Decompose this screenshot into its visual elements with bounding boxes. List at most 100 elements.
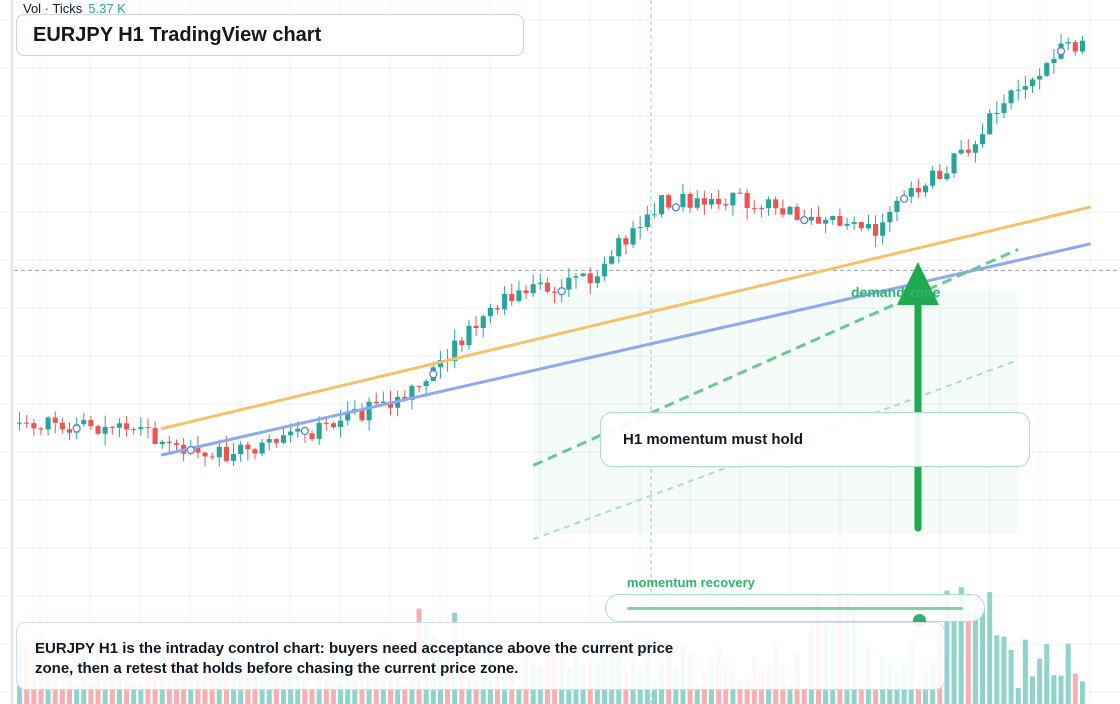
- candle-body: [502, 293, 508, 310]
- candle-body: [794, 206, 800, 220]
- volume-bar: [694, 683, 700, 704]
- candle-body: [694, 198, 700, 208]
- volume-bar: [1051, 675, 1057, 704]
- candle-body: [773, 199, 779, 209]
- volume-bar: [1072, 673, 1078, 704]
- candle-body: [1072, 42, 1078, 52]
- candle-body: [979, 134, 986, 145]
- volume-bar: [516, 684, 522, 704]
- candle-body: [138, 427, 144, 430]
- candle-body: [701, 198, 707, 205]
- candle-body: [145, 427, 151, 429]
- candle-body: [473, 325, 479, 328]
- candle-body: [66, 429, 73, 433]
- volume-bar: [88, 682, 94, 704]
- momentum-slider-track: [627, 607, 963, 627]
- volume-bar: [987, 592, 993, 704]
- momentum-slider[interactable]: [605, 594, 985, 627]
- candle-body: [823, 219, 829, 224]
- candle-body: [658, 195, 665, 215]
- candle-body: [1065, 42, 1071, 44]
- candle-body: [245, 444, 251, 450]
- volume-bar: [915, 685, 921, 704]
- candle-body: [88, 420, 94, 427]
- candle-body: [523, 290, 529, 294]
- candle-body: [623, 238, 629, 245]
- chart-title-box: EURJPY H1 TradingView chart: [16, 14, 524, 56]
- trendline-blue: [160, 242, 1092, 457]
- volume-bar: [1030, 676, 1035, 704]
- candle-body: [965, 149, 971, 153]
- candle-body: [787, 206, 793, 215]
- candle-body: [288, 431, 294, 436]
- demand-zone-label: demand zone: [851, 284, 941, 300]
- volume-bar: [166, 681, 172, 704]
- candle-body: [1015, 89, 1021, 91]
- candle-body: [81, 420, 87, 425]
- candle-body: [480, 316, 486, 328]
- volume-bar: [1001, 636, 1007, 704]
- candle-body: [295, 428, 301, 432]
- candle-body: [166, 441, 172, 443]
- candle-body: [323, 422, 329, 424]
- momentum-callout: H1 momentum must hold: [600, 412, 1030, 467]
- candle-body: [202, 452, 208, 457]
- volume-bar: [994, 635, 1000, 704]
- volume-bar: [858, 685, 864, 704]
- trendline-orange: [160, 205, 1092, 431]
- volume-bar: [958, 587, 964, 704]
- candle-body: [730, 192, 736, 206]
- event-marker: [300, 426, 310, 436]
- candle-body: [616, 238, 622, 257]
- candle-body: [31, 423, 37, 429]
- candle-body: [880, 222, 886, 236]
- candle-body: [758, 208, 765, 210]
- candle-body: [131, 429, 137, 431]
- candle-body: [1008, 90, 1014, 104]
- candle-body: [409, 385, 415, 401]
- candle-body: [223, 446, 230, 461]
- candle-body: [887, 211, 893, 223]
- candle-body: [872, 224, 879, 236]
- candle-body: [1051, 58, 1057, 64]
- candle-body: [280, 435, 287, 443]
- candle-body: [587, 273, 593, 284]
- candle-body: [423, 381, 429, 386]
- candle-body: [373, 401, 379, 404]
- candle-body: [972, 144, 979, 153]
- volume-bar: [309, 688, 315, 704]
- candle-body: [95, 426, 101, 434]
- candle-body: [173, 442, 180, 445]
- event-marker: [800, 215, 809, 225]
- volume-indicator-label: Vol · Ticks 5.37 K: [23, 1, 126, 16]
- volume-bar: [373, 678, 379, 704]
- candle-body: [52, 417, 58, 423]
- candle-body: [152, 428, 158, 445]
- event-marker: [1056, 47, 1066, 56]
- volume-bar: [330, 682, 336, 704]
- candle-body: [366, 401, 372, 421]
- volume-value: 5.37 K: [88, 1, 126, 16]
- candle-body: [737, 192, 743, 194]
- candle-body: [637, 226, 643, 229]
- volume-bar: [944, 590, 950, 704]
- candle-body: [1001, 103, 1007, 113]
- candle-body: [687, 193, 693, 208]
- volume-bar: [352, 680, 358, 704]
- candle-body: [516, 290, 522, 301]
- volume-bar: [965, 613, 971, 704]
- chart-title: EURJPY H1 TradingView chart: [33, 23, 322, 46]
- candle-body: [1079, 40, 1086, 52]
- candle-body: [45, 417, 51, 430]
- candle-body: [159, 441, 165, 445]
- volume-bar: [1008, 649, 1014, 704]
- candle-body: [601, 263, 608, 277]
- volume-bar: [124, 681, 130, 704]
- event-marker: [899, 194, 909, 203]
- candle-body: [494, 307, 501, 310]
- candle-body: [24, 422, 30, 424]
- candle-body: [109, 426, 115, 428]
- candle-body: [958, 149, 964, 154]
- candle-body: [452, 340, 458, 362]
